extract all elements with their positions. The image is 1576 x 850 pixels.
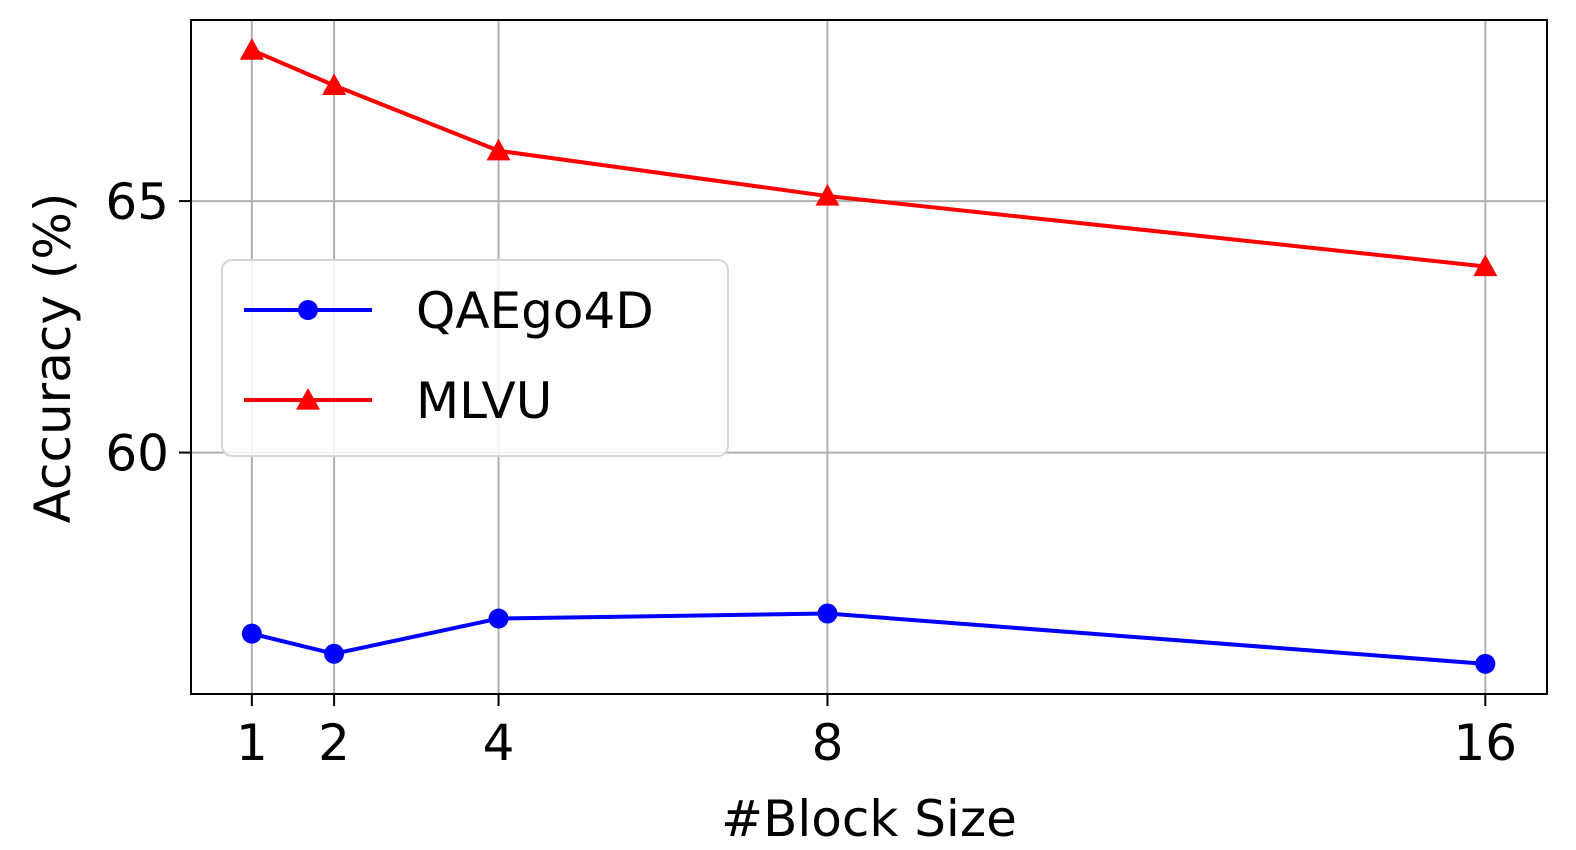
data-point-qaego4d xyxy=(324,643,345,664)
data-point-qaego4d xyxy=(241,623,262,644)
legend-label-mlvu: MLVU xyxy=(416,372,552,430)
legend-label-qaego4d: QAEgo4D xyxy=(416,282,654,340)
legend-marker-mlvu xyxy=(296,388,320,410)
x-axis-title: #Block Size xyxy=(721,790,1017,848)
data-point-mlvu xyxy=(486,138,511,161)
plot-frame xyxy=(190,19,1548,695)
series-layer xyxy=(239,38,1498,674)
x-tick-label: 4 xyxy=(483,714,515,772)
x-tick-label: 1 xyxy=(236,714,268,772)
x-tick-label: 16 xyxy=(1454,714,1518,772)
x-tick-label: 2 xyxy=(318,714,350,772)
data-point-mlvu xyxy=(1473,254,1498,277)
data-point-mlvu xyxy=(322,73,347,95)
y-tick-label: 65 xyxy=(105,173,169,231)
data-point-qaego4d xyxy=(488,608,509,629)
data-point-mlvu xyxy=(815,184,840,206)
data-point-mlvu xyxy=(239,38,264,60)
y-tick-label: 60 xyxy=(105,425,169,483)
x-tick-label: 8 xyxy=(812,714,844,772)
data-point-qaego4d xyxy=(1475,653,1496,674)
y-axis-title: Accuracy (%) xyxy=(24,193,82,524)
axis-ticks: 1 2 4 8 16 60 65 xyxy=(105,173,1517,772)
data-point-qaego4d xyxy=(817,603,838,624)
series-qaego4d xyxy=(241,603,1496,674)
series-mlvu xyxy=(239,38,1498,277)
legend-marker-qaego4d xyxy=(298,300,318,320)
legend: QAEgo4D MLVU xyxy=(221,259,729,457)
